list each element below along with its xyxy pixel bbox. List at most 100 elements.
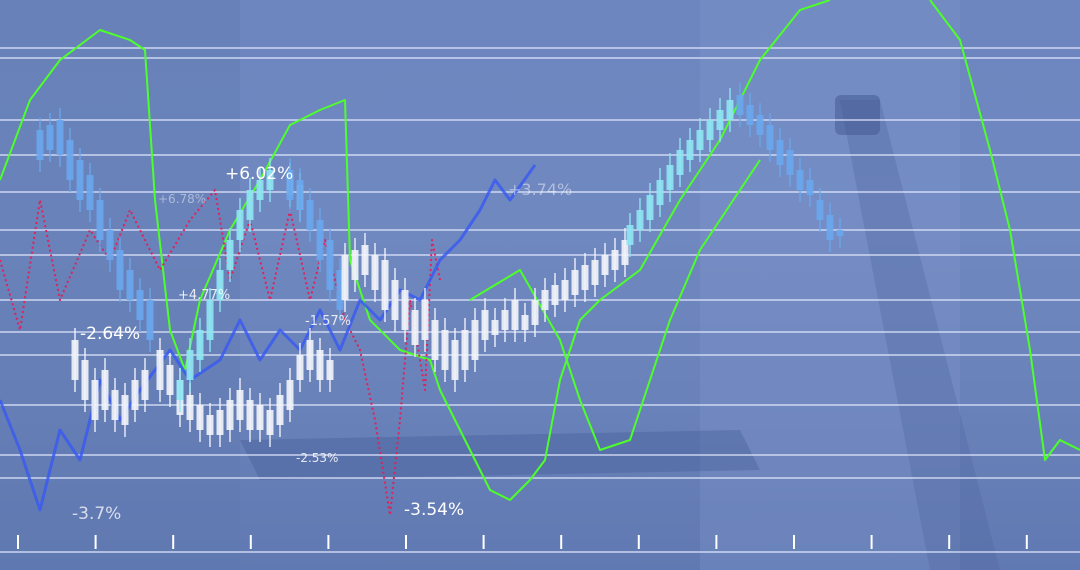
candle-body [56, 120, 64, 155]
candle-body [246, 400, 254, 430]
annotation-label: -2.53% [296, 451, 339, 465]
candle-body [71, 340, 79, 380]
candle-body [696, 130, 704, 150]
candle-body [91, 380, 99, 420]
candle-body [401, 290, 409, 330]
candle-body [561, 280, 569, 300]
candle-body [296, 180, 304, 210]
candle-body [176, 380, 184, 400]
candle-body [676, 150, 684, 175]
annotation-label: -2.64% [80, 324, 141, 344]
candle-body [411, 310, 419, 345]
candle-body [256, 405, 264, 430]
candle-body [226, 400, 234, 430]
candle-body [591, 260, 599, 285]
candle-body [81, 360, 89, 400]
candle-body [656, 180, 664, 205]
candle-body [786, 150, 794, 175]
candle-body [836, 230, 844, 236]
annotation-label: -1.57% [305, 314, 351, 329]
candle-body [551, 285, 559, 305]
candle-body [266, 410, 274, 435]
candle-body [186, 350, 194, 380]
candle-body [236, 390, 244, 420]
candle-body [66, 140, 74, 180]
candle-body [306, 200, 314, 230]
candle-body [766, 125, 774, 150]
candle-body [391, 280, 399, 320]
annotation-label: -3.54% [404, 500, 465, 520]
candle-body [196, 405, 204, 430]
candle-body [351, 250, 359, 280]
candle-body [601, 255, 609, 275]
candle-body [431, 320, 439, 360]
candle-body [141, 370, 149, 400]
candle-body [481, 310, 489, 340]
candle-body [226, 240, 234, 270]
candle-body [206, 415, 214, 435]
x-axis [17, 535, 1028, 549]
gridlines [0, 47, 1080, 553]
line-series [0, 0, 1080, 516]
candle-body [216, 410, 224, 435]
green-line-series [0, 0, 831, 501]
candle-body [736, 95, 744, 115]
candle-body [276, 395, 284, 425]
candle-body [756, 115, 764, 135]
candle-body [716, 110, 724, 130]
candle-body [531, 300, 539, 325]
candle-body [156, 350, 164, 390]
candle-body [246, 190, 254, 220]
red-dotted-series [0, 189, 441, 516]
candle-body [266, 170, 274, 190]
candle-body [236, 210, 244, 240]
candle-body [706, 120, 714, 140]
candle-body [451, 340, 459, 380]
candle-body [511, 300, 519, 330]
candle-body [666, 165, 674, 190]
candle-body [491, 320, 499, 335]
candle-body [101, 370, 109, 410]
candle-body [316, 220, 324, 260]
candle-body [471, 320, 479, 360]
candle-body [136, 290, 144, 320]
candle-body [421, 300, 429, 340]
annotation-label: +6.02% [225, 164, 294, 184]
candle-body [611, 250, 619, 270]
candle-body [216, 270, 224, 300]
candle-body [196, 330, 204, 360]
candle-body [296, 355, 304, 380]
candle-body [146, 300, 154, 340]
candle-body [326, 360, 334, 380]
candle-body [361, 245, 369, 275]
candle-body [746, 105, 754, 125]
candle-body [621, 240, 629, 265]
candle-body [316, 350, 324, 380]
candle-body [636, 210, 644, 230]
candle-body [326, 240, 334, 290]
candle-body [371, 255, 379, 290]
candle-body [126, 270, 134, 300]
candle-body [46, 125, 54, 150]
candle-body [541, 290, 549, 310]
candle-body [131, 380, 139, 410]
candle-body [256, 180, 264, 200]
candle-body [336, 270, 344, 310]
candle-body [441, 330, 449, 370]
candle-body [816, 200, 824, 220]
annotation-label: +4.77% [178, 288, 231, 303]
blue-line-series [0, 164, 537, 512]
candle-body [826, 215, 834, 240]
candle-body [501, 310, 509, 330]
candle-body [106, 230, 114, 260]
candlestick-series [36, 83, 844, 447]
candle-body [121, 395, 129, 425]
candle-body [461, 330, 469, 370]
candle-body [186, 395, 194, 420]
candle-body [116, 250, 124, 290]
candle-body [76, 160, 84, 200]
candle-body [726, 100, 734, 120]
candle-body [686, 140, 694, 160]
annotation-label: +3.74% [508, 180, 573, 199]
candle-body [36, 130, 44, 160]
